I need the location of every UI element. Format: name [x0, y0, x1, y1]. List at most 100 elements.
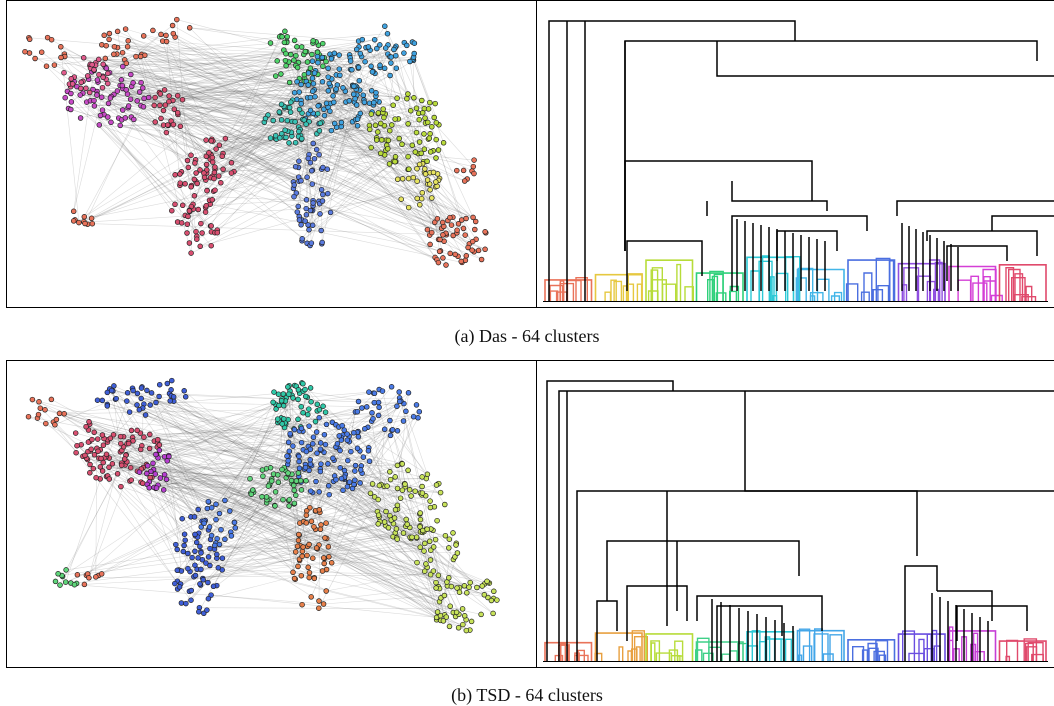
node-b [144, 470, 150, 477]
node-b [303, 448, 310, 455]
figure-row-b [6, 360, 1054, 668]
node-b [291, 426, 298, 433]
edge-b [291, 480, 386, 526]
node-a [307, 65, 314, 71]
node-b [385, 525, 392, 531]
edge-a [211, 124, 439, 142]
edge-a [225, 138, 294, 189]
edge-b [213, 414, 309, 587]
node-a [422, 115, 428, 121]
node-a [340, 85, 346, 91]
node-a [89, 61, 95, 68]
node-b [352, 477, 358, 483]
node-b [375, 496, 381, 503]
dendro-cluster-b [998, 640, 1047, 661]
node-b [118, 483, 124, 490]
node-b [216, 541, 223, 548]
node-a [94, 92, 100, 98]
node-b [295, 387, 302, 393]
node-a [58, 44, 64, 50]
node-a [267, 135, 274, 141]
node-a [134, 98, 140, 104]
node-a [282, 57, 289, 64]
node-b [303, 512, 310, 519]
node-a [77, 115, 84, 121]
node-b [430, 568, 437, 574]
node-b [218, 526, 224, 533]
dendro-link-b [606, 540, 800, 601]
edge-b [217, 489, 403, 539]
node-b [196, 609, 202, 615]
dendro-branch-b [1027, 642, 1044, 661]
node-b [272, 489, 279, 495]
edge-b [106, 401, 312, 477]
node-a [214, 229, 221, 236]
node-a [325, 65, 331, 72]
edge-a [71, 78, 205, 174]
edge-a [200, 183, 428, 247]
edge-a [98, 59, 425, 150]
node-b [337, 465, 343, 471]
node-b [97, 464, 104, 470]
dendro-branch-a [549, 290, 559, 301]
edge-a [60, 46, 80, 223]
dendro-branch-b [972, 632, 979, 661]
edge-b [374, 393, 421, 548]
node-b [310, 555, 316, 561]
node-b [188, 597, 194, 603]
node-a [410, 174, 417, 181]
node-a [32, 55, 38, 62]
node-b [73, 449, 79, 456]
edge-a [320, 122, 476, 222]
dendro-branch-a [604, 291, 612, 301]
edge-a [283, 106, 467, 257]
node-a [78, 79, 84, 86]
node-a [316, 151, 322, 158]
node-a [208, 223, 214, 229]
node-a [424, 226, 431, 233]
dendro-branch-b [1023, 638, 1038, 661]
edge-a [168, 95, 444, 236]
edge-b [262, 469, 301, 524]
node-b [198, 566, 204, 573]
node-b [134, 402, 140, 408]
node-b [199, 557, 206, 563]
edge-a [189, 81, 298, 244]
edge-a [233, 171, 440, 252]
edge-b [177, 514, 379, 571]
node-a [440, 140, 447, 146]
node-b [285, 384, 291, 390]
node-a [145, 94, 152, 101]
node-a [337, 72, 343, 79]
node-a [202, 209, 209, 215]
node-b [153, 399, 159, 406]
node-a [58, 54, 64, 61]
edge-b [116, 398, 402, 464]
edge-b [130, 444, 160, 468]
dendro-cluster-a [796, 268, 845, 301]
edge-b [393, 392, 409, 524]
node-b [99, 397, 106, 404]
edge-b [95, 516, 195, 578]
world-network-map-b [6, 360, 537, 668]
node-b [435, 572, 442, 579]
node-b [100, 459, 106, 466]
node-a [100, 61, 106, 68]
node-a [349, 67, 355, 73]
edge-a [189, 27, 414, 61]
node-b [396, 389, 402, 395]
node-a [68, 76, 74, 82]
edge-a [349, 60, 414, 102]
node-a [111, 43, 118, 50]
node-a [388, 54, 394, 60]
node-b [207, 562, 213, 569]
node-a [77, 92, 83, 98]
node-b [169, 377, 175, 384]
edge-a [84, 73, 376, 224]
edge-b [145, 414, 299, 482]
node-b [296, 531, 302, 538]
node-b [195, 506, 201, 513]
node-a [213, 146, 219, 152]
node-b [205, 498, 212, 505]
dendro-branch-a [1011, 277, 1026, 301]
